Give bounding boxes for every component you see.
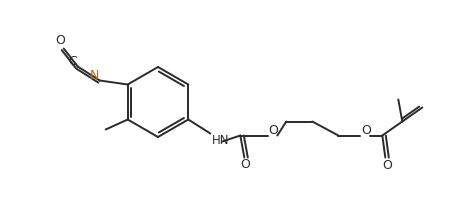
Text: O: O — [268, 124, 278, 137]
Text: O: O — [382, 159, 392, 172]
Text: O: O — [240, 158, 250, 171]
Text: C: C — [68, 55, 77, 68]
Text: O: O — [361, 124, 371, 137]
Text: HN: HN — [212, 134, 230, 147]
Text: N: N — [90, 69, 99, 82]
Text: O: O — [55, 34, 65, 47]
